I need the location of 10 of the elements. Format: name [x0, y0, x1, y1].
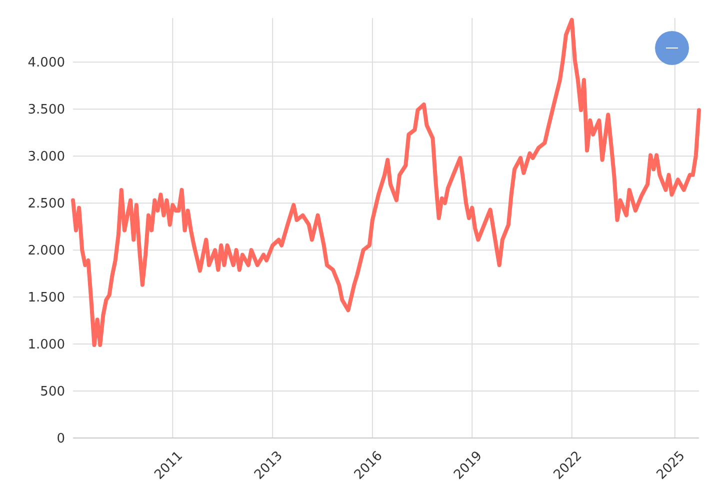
y-tick-label: 2.500: [28, 196, 65, 212]
y-tick-label: 4.000: [28, 56, 65, 71]
y-tick-label: 500: [40, 384, 65, 400]
y-tick-label: 2.000: [28, 244, 65, 259]
y-tick-label: 3.500: [28, 102, 65, 118]
y-tick-label: 1.500: [28, 290, 65, 306]
y-tick-label: 1.000: [28, 338, 65, 353]
y-tick-label: 0: [56, 432, 65, 447]
line-series: [71, 18, 701, 347]
y-tick-label: 3.000: [28, 150, 65, 165]
